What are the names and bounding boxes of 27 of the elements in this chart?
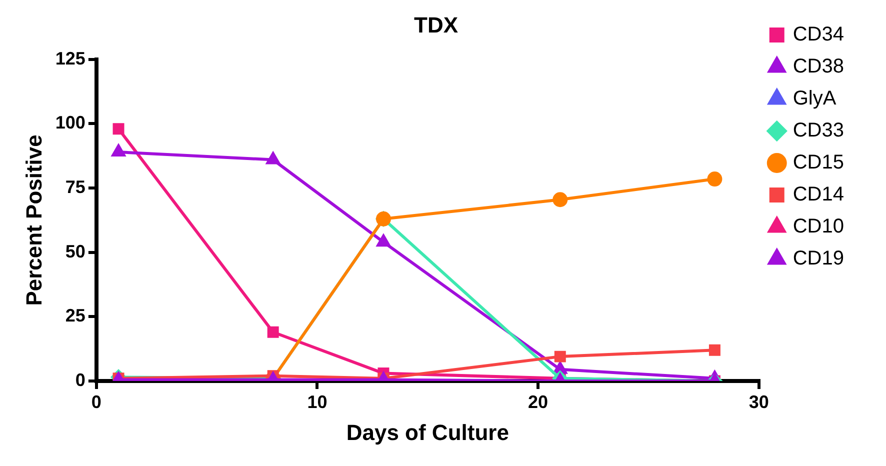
point bbox=[376, 234, 390, 247]
y-tick-label: 125 bbox=[55, 48, 86, 68]
legend-label: CD10 bbox=[792, 216, 844, 238]
legend-label: CD19 bbox=[792, 248, 844, 270]
x-tick-label: 0 bbox=[91, 392, 102, 412]
legend-label: CD34 bbox=[792, 24, 844, 46]
point bbox=[552, 192, 568, 208]
chart-title: TDX bbox=[414, 12, 458, 38]
point bbox=[112, 123, 124, 135]
x-tick-label: 10 bbox=[307, 392, 328, 412]
legend-label: CD33 bbox=[792, 120, 844, 142]
point bbox=[112, 144, 126, 157]
legend-label: CD38 bbox=[792, 56, 844, 78]
point bbox=[707, 172, 722, 187]
x-tick-label: 20 bbox=[528, 392, 548, 412]
legend-label: CD15 bbox=[792, 152, 844, 174]
y-axis-title: Percent Positive bbox=[21, 134, 46, 306]
y-tick-label: 75 bbox=[65, 177, 86, 198]
y-tick-label: 50 bbox=[65, 241, 86, 262]
point bbox=[266, 152, 280, 164]
y-tick-label: 25 bbox=[65, 306, 86, 326]
y-tick-label: 100 bbox=[55, 112, 86, 133]
y-tick-label: 0 bbox=[75, 370, 86, 390]
legend-label: GlyA bbox=[792, 88, 837, 110]
legend-label: CD14 bbox=[792, 184, 844, 206]
x-axis-title: Days of Culture bbox=[346, 420, 509, 445]
x-tick-label: 30 bbox=[748, 392, 769, 412]
